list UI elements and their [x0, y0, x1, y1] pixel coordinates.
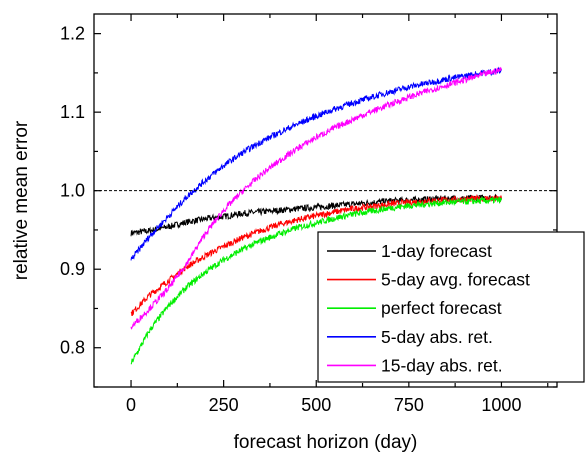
series-line-4	[130, 66, 502, 261]
legend: 1-day forecast 5-day avg. forecast perfect…	[317, 231, 585, 383]
series-line-3	[130, 196, 502, 365]
x-tick-label: 500	[301, 395, 331, 415]
series-line-5	[130, 66, 502, 330]
y-tick-label: 1.2	[60, 24, 85, 44]
legend-label: 1-day forecast	[381, 241, 492, 261]
x-tick-label: 750	[394, 395, 424, 415]
y-tick-label: 0.8	[60, 338, 85, 358]
x-axis-title: forecast horizon (day)	[234, 432, 418, 453]
x-tick-label: 0	[126, 395, 136, 415]
legend-label: 15-day abs. ret.	[381, 355, 503, 375]
axes-layer: 0 250 500 750 1000 0.8 0.9 1.0 1.1 1.2	[60, 14, 557, 415]
y-tick-label: 1.1	[60, 102, 85, 122]
y-tick-label: 1.0	[60, 181, 85, 201]
x-tick-label: 1000	[481, 395, 521, 415]
legend-label: perfect forecast	[381, 298, 502, 318]
y-axis-title: relative mean error	[11, 120, 32, 280]
series-line-1	[130, 193, 502, 237]
legend-label: 5-day avg. forecast	[381, 270, 530, 290]
x-tick-label: 250	[209, 395, 239, 415]
y-tick-label: 0.9	[60, 259, 85, 279]
series-layer	[130, 66, 502, 365]
legend-box	[317, 231, 585, 383]
legend-label: 5-day abs. ret.	[381, 327, 493, 347]
plot-frame	[93, 13, 558, 388]
